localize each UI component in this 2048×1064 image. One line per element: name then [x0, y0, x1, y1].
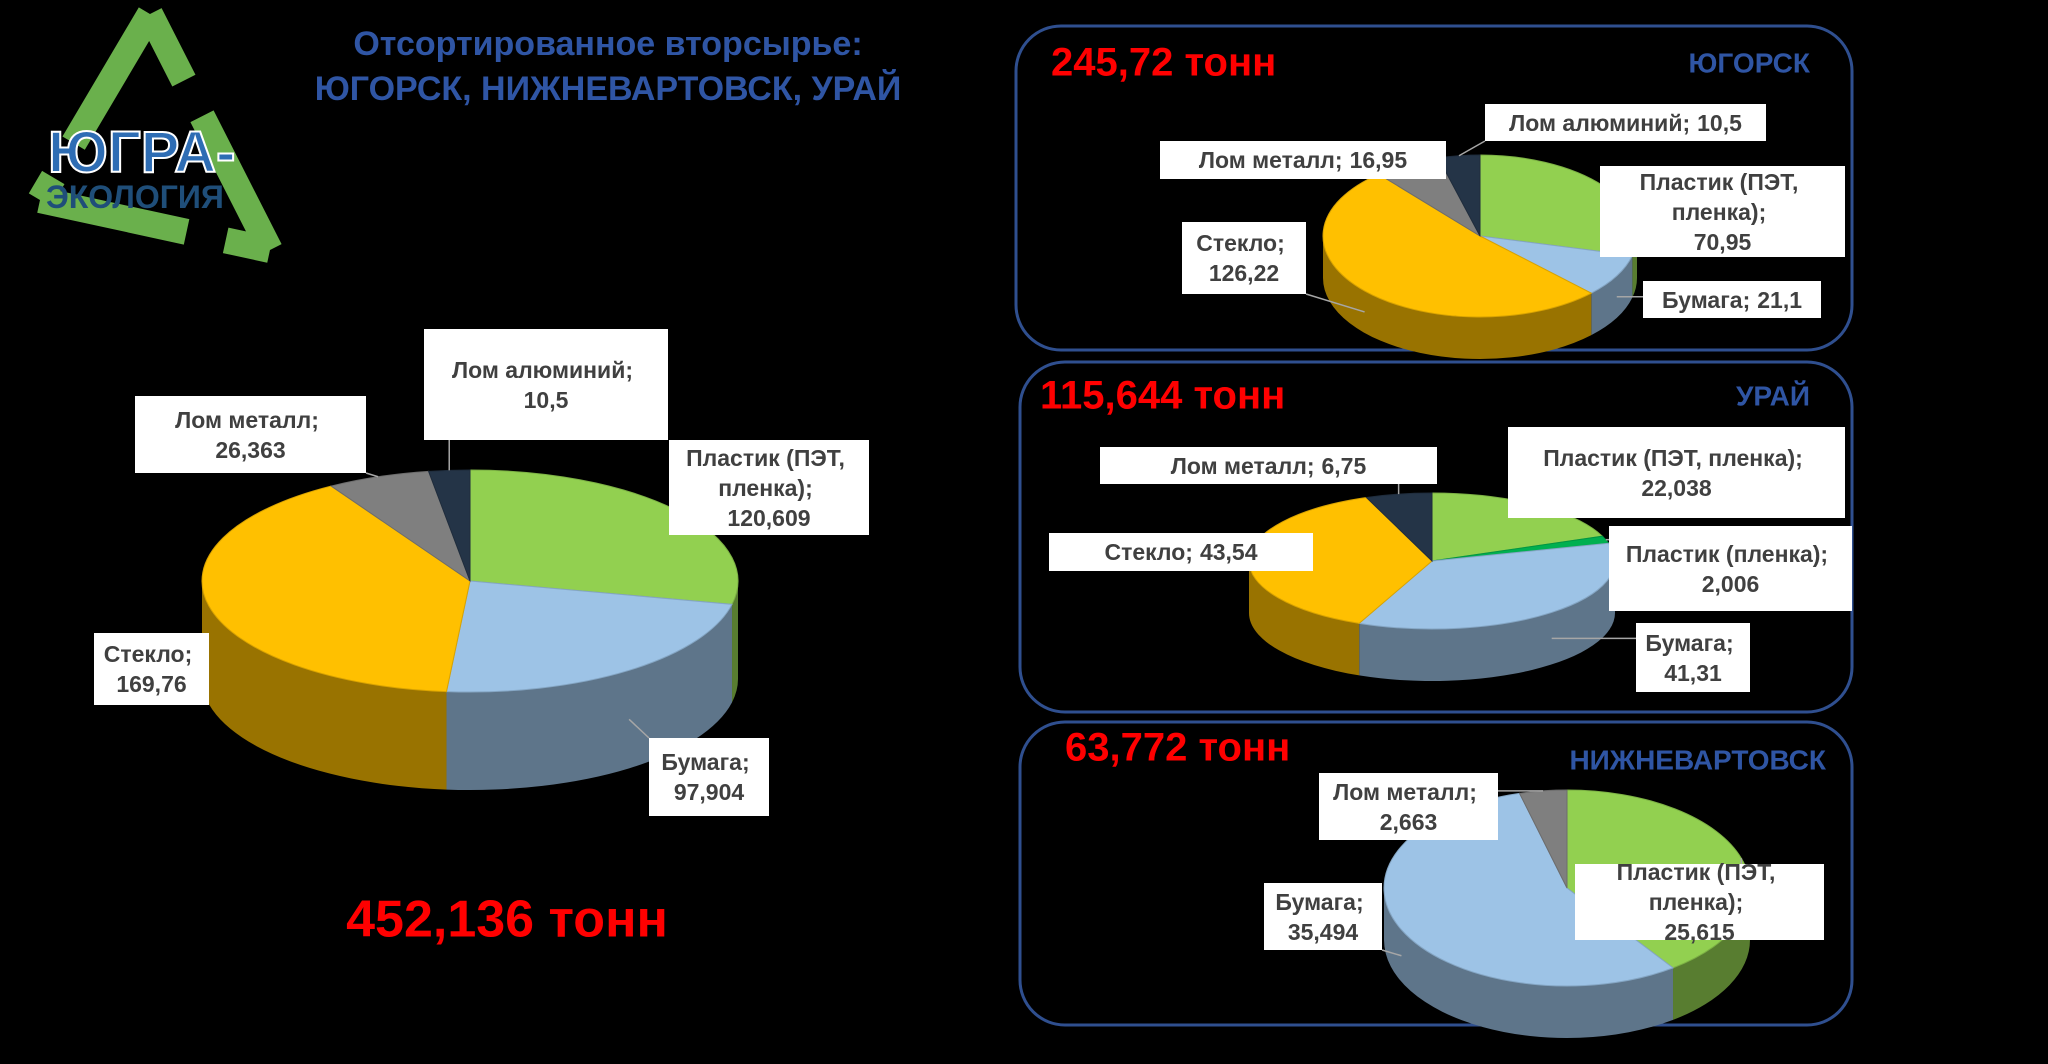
label-category: Лом алюминий; — [451, 356, 633, 383]
label-category: Пластик (пленка); — [1625, 540, 1829, 567]
leader-line — [1381, 949, 1402, 957]
slice-side — [1591, 255, 1633, 336]
data-label: Бумага; 35,494 — [1264, 883, 1382, 950]
data-label: Лом металл; 6,75 — [1100, 447, 1437, 484]
slice — [1322, 173, 1593, 318]
label-category: Бумага; — [1661, 286, 1751, 313]
label-category: Пластик (ПЭТ, пленка); — [1639, 168, 1799, 225]
total-label: 452,136 тонн — [346, 891, 668, 949]
label-category: Стекло; — [1196, 230, 1285, 256]
slice-side — [1249, 561, 1360, 676]
slide-title: Отсортированное вторсырье: — [353, 25, 862, 63]
data-label: Пластик (ПЭТ, пленка); 70,95 — [1600, 166, 1845, 257]
label-value: 70,95 — [1693, 228, 1752, 255]
label-value: 41,31 — [1664, 659, 1722, 686]
data-label: Лом алюминий; 10,5 — [424, 329, 668, 440]
label-category: Стекло; — [103, 641, 193, 667]
slice — [1518, 789, 1568, 889]
logo-text: ЮГРА- — [48, 120, 235, 185]
label-category: Лом металл; — [1198, 147, 1343, 173]
label-value: 26,363 — [215, 436, 286, 463]
logo-arrows — [28, 7, 282, 263]
slice-side — [1359, 561, 1615, 681]
total-label: 245,72 тонн — [1051, 41, 1276, 85]
label-category: Пластик (ПЭТ, пленка); — [1616, 859, 1776, 915]
slice — [427, 469, 471, 582]
leader-line — [628, 718, 650, 739]
label-value: 10,5 — [523, 386, 569, 413]
label-value: 169,76 — [116, 671, 187, 697]
label-value: 97,904 — [673, 779, 745, 805]
region-title: НИЖНЕВАРТОВСК — [1569, 744, 1826, 775]
slice-side — [732, 581, 738, 703]
panel — [1018, 720, 1854, 1027]
label-category: Лом алюминий; — [1509, 109, 1691, 136]
slice-side — [202, 581, 447, 790]
label-value: 21,1 — [1757, 286, 1802, 313]
data-label: Пластик (ПЭТ, пленка); 22,038 — [1508, 427, 1845, 518]
slice-side — [1384, 888, 1674, 1038]
data-label: Бумага; 97,904 — [649, 738, 769, 816]
data-label: Лом алюминий; 10,5 — [1485, 104, 1766, 141]
label-category: Лом металл; — [1170, 452, 1315, 479]
label-value: 120,609 — [727, 504, 811, 531]
data-label: Стекло; 43,54 — [1049, 533, 1313, 571]
label-value: 2,006 — [1701, 570, 1760, 597]
data-label: Лом металл; 2,663 — [1319, 773, 1498, 840]
label-value: 10,5 — [1697, 109, 1742, 136]
data-label: Пластик (пленка); 2,006 — [1609, 526, 1852, 611]
slice-side — [1323, 236, 1592, 359]
label-value: 25,615 — [1664, 919, 1735, 945]
logo: ЮГРА- ЭКОЛОГИЯ — [28, 7, 282, 263]
total-label: 115,644 тонн — [1040, 374, 1285, 418]
label-category: Бумага; — [1275, 888, 1364, 915]
label-category: Бумага; — [1645, 629, 1734, 656]
total-label: 63,772 тонн — [1065, 726, 1290, 770]
label-category: Лом металл; — [175, 406, 319, 433]
label-value: 16,95 — [1349, 147, 1408, 173]
data-label: Пластик (ПЭТ, пленка); 120,609 — [669, 440, 869, 535]
region-title: УРАЙ — [1736, 379, 1810, 411]
label-value: 43,54 — [1199, 539, 1258, 565]
label-value: 2,663 — [1379, 808, 1438, 835]
data-label: Лом металл; 26,363 — [135, 396, 366, 473]
label-value: 35,494 — [1287, 918, 1359, 945]
label-value: 6,75 — [1321, 452, 1367, 479]
region-title: ЮГОРСК — [1689, 47, 1811, 78]
panel — [1018, 360, 1854, 714]
data-label: Бумага; 21,1 — [1643, 281, 1821, 318]
label-value: 22,038 — [1641, 474, 1712, 501]
label-value: 126,22 — [1208, 260, 1280, 286]
pie — [1322, 154, 1638, 359]
data-label: Бумага; 41,31 — [1636, 623, 1750, 692]
label-category: Пластик (ПЭТ, пленка); — [1543, 444, 1803, 471]
label-category: Пластик (ПЭТ, пленка); — [686, 444, 845, 501]
leader-line — [365, 472, 379, 478]
slide-title: ЮГОРСК, НИЖНЕВАРТОВСК, УРАЙ — [315, 69, 902, 108]
leader-line — [1458, 140, 1486, 157]
data-label: Лом металл; 16,95 — [1160, 141, 1446, 179]
pie — [1248, 492, 1616, 681]
slice — [201, 485, 471, 693]
data-label: Пластик (ПЭТ, пленка); 25,615 — [1575, 859, 1824, 945]
label-category: Стекло; — [1104, 539, 1193, 565]
leader-line — [1305, 293, 1365, 313]
slice-side — [1673, 888, 1750, 1020]
label-category: Лом металл; — [1333, 778, 1477, 805]
logo-text: ЭКОЛОГИЯ — [46, 179, 224, 215]
data-label: Стекло; 169,76 — [94, 633, 209, 705]
slice — [445, 580, 733, 693]
label-category: Бумага; — [661, 749, 750, 775]
data-label: Стекло; 126,22 — [1182, 222, 1306, 294]
